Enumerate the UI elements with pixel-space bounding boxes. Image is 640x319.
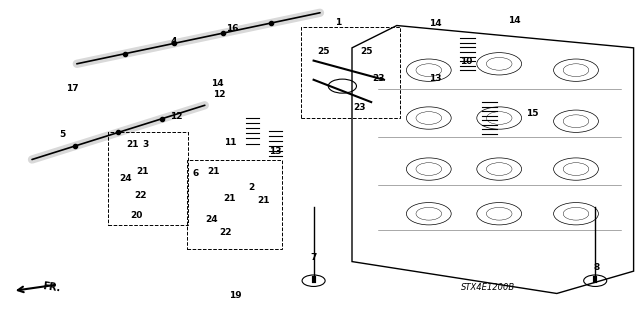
Text: 23: 23 (372, 74, 385, 83)
Text: 21: 21 (257, 196, 270, 204)
Text: 11: 11 (224, 138, 237, 147)
Text: 17: 17 (66, 84, 79, 93)
Text: 22: 22 (220, 228, 232, 237)
Text: 12: 12 (170, 112, 183, 121)
Text: 21: 21 (207, 167, 220, 176)
Bar (108, 132, 188, 225)
Text: FR.: FR. (42, 282, 61, 294)
Text: 10: 10 (460, 57, 472, 66)
Text: 6: 6 (192, 169, 198, 178)
Bar (187, 160, 282, 249)
Text: 23: 23 (353, 103, 366, 112)
Text: 21: 21 (136, 167, 148, 176)
Text: 16: 16 (226, 24, 239, 33)
Text: 21: 21 (126, 140, 139, 149)
Text: 4: 4 (171, 37, 177, 46)
Text: 14: 14 (429, 19, 442, 28)
Text: 21: 21 (223, 194, 236, 203)
Text: 2: 2 (248, 183, 255, 192)
Text: 3: 3 (143, 140, 149, 149)
Text: 24: 24 (205, 215, 218, 224)
Text: 13: 13 (429, 74, 442, 83)
Text: 24: 24 (119, 174, 132, 183)
Text: 22: 22 (134, 191, 147, 200)
Bar (301, 27, 400, 118)
Text: 15: 15 (526, 109, 539, 118)
Text: 13: 13 (269, 147, 282, 156)
Text: 8: 8 (594, 263, 600, 271)
Text: 25: 25 (360, 47, 372, 56)
Text: 14: 14 (508, 16, 520, 25)
Text: STX4E1200B: STX4E1200B (461, 283, 515, 292)
Text: 12: 12 (212, 90, 225, 99)
Text: 5: 5 (60, 130, 66, 139)
Text: 7: 7 (310, 253, 317, 262)
Text: 14: 14 (211, 79, 224, 88)
Text: 20: 20 (130, 211, 143, 220)
Text: 1: 1 (335, 19, 341, 27)
Text: 19: 19 (229, 291, 242, 300)
Text: 25: 25 (317, 47, 330, 56)
